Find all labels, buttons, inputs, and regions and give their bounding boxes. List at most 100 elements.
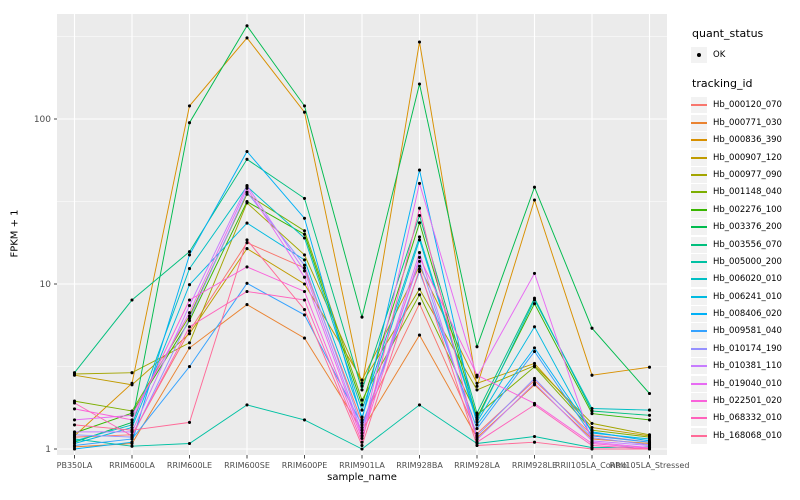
data-point <box>302 110 307 114</box>
data-point <box>532 434 537 439</box>
legend-item-tracking-id: Hb_009581_040 <box>691 323 799 340</box>
data-point <box>647 413 652 417</box>
data-point <box>475 381 479 385</box>
legend-item-label: Hb_010174_190 <box>713 343 782 354</box>
data-point <box>475 345 479 349</box>
data-point <box>130 444 134 448</box>
legend-key <box>691 236 707 253</box>
legend-line-swatch <box>691 191 707 194</box>
data-point <box>187 311 192 315</box>
data-point <box>130 413 134 417</box>
data-point <box>302 275 307 279</box>
legend-item-tracking-id: Hb_005000_200 <box>691 253 799 270</box>
legend-item-label: Hb_002276_100 <box>713 204 782 215</box>
legend-item-label: Hb_003376_200 <box>713 222 782 233</box>
data-point <box>417 302 422 306</box>
data-point <box>72 423 77 427</box>
legend-item-label: Hb_000771_030 <box>713 117 782 128</box>
quant-status-items: OK <box>691 47 799 63</box>
legend-item-label: OK <box>713 50 726 60</box>
data-point <box>360 384 364 388</box>
data-point <box>302 308 307 312</box>
legend-title-tracking-id: tracking_id <box>692 77 753 91</box>
data-point <box>417 259 422 263</box>
legend-item-label: Hb_000907_120 <box>713 152 782 163</box>
legend-item-tracking-id: Hb_002276_100 <box>691 201 799 218</box>
legend-item-label: Hb_005000_200 <box>713 256 782 267</box>
x-tick-label: RRIM600SE <box>224 461 270 470</box>
data-point <box>187 267 192 271</box>
data-point <box>590 443 594 448</box>
legend-key <box>691 323 707 340</box>
data-point <box>187 332 192 336</box>
data-point <box>302 282 307 286</box>
legend: quant_status OK tracking_id Hb_000120_07… <box>691 27 799 445</box>
data-point <box>360 436 364 440</box>
data-point <box>187 253 192 257</box>
data-point <box>647 433 652 437</box>
legend-key <box>691 132 707 149</box>
data-point <box>647 408 652 412</box>
data-point <box>475 388 479 392</box>
data-point <box>360 425 364 430</box>
data-point <box>475 384 479 388</box>
data-point <box>360 440 364 444</box>
data-point <box>475 416 479 420</box>
data-point <box>417 181 422 185</box>
data-point <box>417 251 422 255</box>
legend-line-swatch <box>691 365 707 368</box>
legend-item-label: Hb_168068_010 <box>713 430 782 441</box>
legend-key <box>691 393 707 410</box>
legend-line-swatch <box>691 226 707 229</box>
legend-key <box>691 114 707 131</box>
x-tick-label: RRIM928LE <box>512 461 557 470</box>
data-point <box>360 315 364 319</box>
data-point <box>532 325 537 329</box>
data-point <box>590 447 594 451</box>
data-point <box>590 409 594 413</box>
data-point <box>72 447 77 451</box>
data-point <box>187 420 192 424</box>
data-point <box>130 371 134 375</box>
legend-item-quant-status: OK <box>691 47 799 63</box>
data-point <box>475 427 479 431</box>
data-point <box>360 415 364 419</box>
data-point <box>647 365 652 369</box>
data-point <box>187 298 192 302</box>
data-point <box>187 365 192 369</box>
x-tick-label: RRII105LA_Stressed <box>610 461 690 470</box>
data-point <box>187 104 192 108</box>
legend-item-tracking-id: Hb_003376_200 <box>691 219 799 236</box>
data-point <box>417 264 422 268</box>
legend-item-tracking-id: Hb_068332_010 <box>691 410 799 427</box>
data-point <box>187 319 192 323</box>
data-point <box>590 421 594 425</box>
data-point <box>72 439 77 443</box>
data-point <box>302 298 307 302</box>
data-point <box>302 232 307 236</box>
data-point <box>360 381 364 385</box>
x-tick-label: PB350LA <box>57 461 93 470</box>
data-point <box>187 283 192 287</box>
data-point <box>245 157 249 161</box>
legend-item-label: Hb_068332_010 <box>713 413 782 424</box>
legend-item-tracking-id: Hb_000907_120 <box>691 149 799 166</box>
data-point <box>245 238 249 242</box>
legend-item-tracking-id: Hb_168068_010 <box>691 427 799 444</box>
legend-key <box>691 253 707 270</box>
data-point <box>302 196 307 200</box>
x-tick-label: RRIM928LA <box>454 461 500 470</box>
data-point <box>532 302 537 306</box>
data-point <box>72 418 77 422</box>
data-point <box>647 418 652 422</box>
data-point <box>302 269 307 273</box>
data-point <box>475 438 479 442</box>
data-point <box>532 361 537 365</box>
data-point <box>130 434 134 438</box>
data-point <box>187 441 192 446</box>
x-tick-label: RRIM600LA <box>109 461 155 470</box>
data-point <box>475 434 479 438</box>
y-axis-title: FPKM + 1 <box>9 209 21 258</box>
